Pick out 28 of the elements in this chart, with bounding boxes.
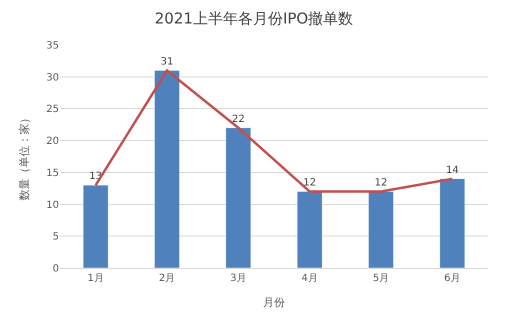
x-tick-label: 6月 bbox=[444, 273, 461, 284]
data-label: 22 bbox=[232, 114, 245, 125]
y-axis-title: 数量（单位：家） bbox=[18, 112, 31, 200]
y-tick-label: 20 bbox=[46, 136, 59, 148]
data-label: 14 bbox=[446, 164, 459, 176]
y-tick-label: 5 bbox=[52, 232, 59, 243]
data-label: 12 bbox=[303, 178, 316, 189]
y-tick-label: 30 bbox=[46, 72, 59, 84]
bar bbox=[82, 184, 108, 268]
bar bbox=[440, 178, 466, 268]
bar bbox=[226, 128, 252, 268]
bar bbox=[296, 191, 322, 268]
y-tick-label: 35 bbox=[46, 40, 59, 52]
y-tick-label: 15 bbox=[46, 168, 59, 179]
x-tick-label: 4月 bbox=[301, 273, 318, 284]
bar bbox=[368, 191, 394, 268]
bar bbox=[154, 70, 180, 268]
chart-title: 2021上半年各月份IPO撤单数 bbox=[154, 9, 354, 28]
data-label: 12 bbox=[374, 178, 388, 189]
y-tick-label: 25 bbox=[46, 104, 59, 116]
x-tick-label: 1月 bbox=[87, 273, 104, 284]
y-tick-label: 0 bbox=[52, 264, 59, 274]
x-axis-title: 月份 bbox=[263, 296, 285, 310]
x-tick-label: 2月 bbox=[158, 273, 176, 284]
x-tick-label: 5月 bbox=[372, 273, 390, 284]
y-tick-label: 10 bbox=[46, 200, 59, 211]
data-label: 31 bbox=[160, 56, 174, 68]
x-tick-label: 3月 bbox=[230, 273, 247, 284]
